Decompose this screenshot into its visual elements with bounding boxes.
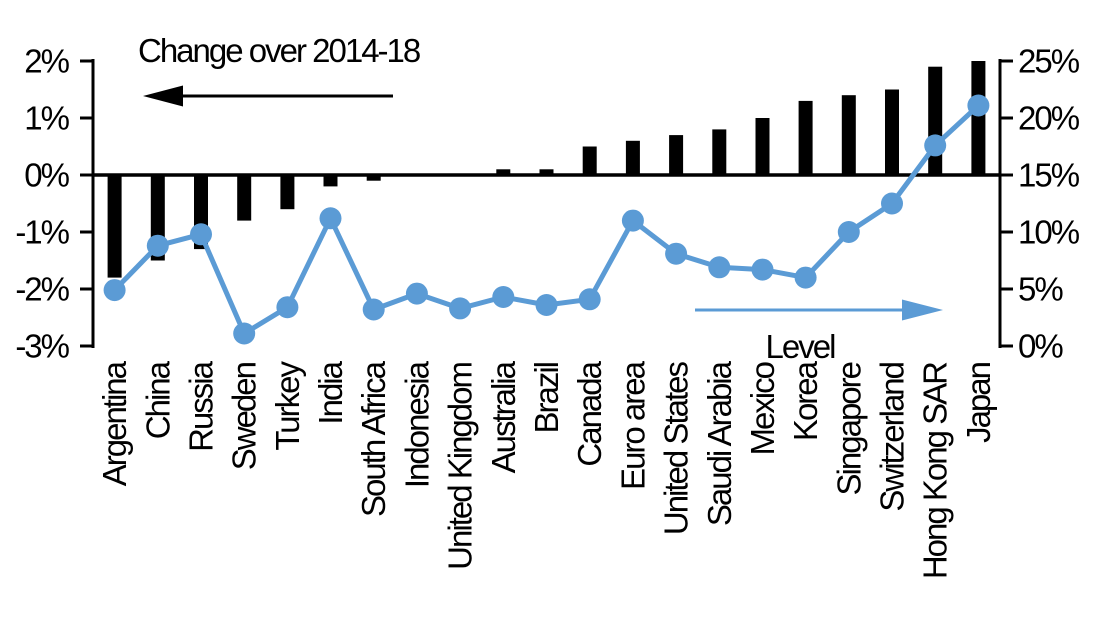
dot-united-kingdom <box>449 297 472 320</box>
category-label: Canada <box>571 360 608 466</box>
right-axis-tick-label: 20% <box>1018 100 1080 137</box>
category-label: United Kingdom <box>442 362 479 569</box>
left-axis-tick-label: 0% <box>24 157 69 194</box>
bar-korea <box>798 100 813 175</box>
dot-indonesia <box>405 282 428 305</box>
category-label: United States <box>658 362 695 536</box>
right-axis-tick-label: 15% <box>1018 157 1080 194</box>
right-arrow-head <box>902 299 943 321</box>
category-label: Euro area <box>614 360 651 490</box>
left-arrow-head <box>143 85 183 107</box>
left-axis-tick-label: -1% <box>15 214 69 251</box>
bar-argentina <box>107 175 122 278</box>
category-label: South Africa <box>355 360 392 517</box>
dot-sweden <box>233 322 256 345</box>
category-label: Japan <box>960 362 997 443</box>
bar-saudi-arabia <box>712 129 727 175</box>
line-series-label: Level <box>765 328 837 365</box>
dot-turkey <box>276 296 299 319</box>
category-label: Mexico <box>744 362 781 455</box>
dot-united-states <box>665 242 688 265</box>
category-label: China <box>139 360 176 439</box>
dot-euro-area <box>621 209 644 232</box>
bar-australia <box>496 169 511 175</box>
category-label: Saudi Arabia <box>701 360 738 526</box>
category-label: Korea <box>787 360 824 441</box>
dot-argentina <box>103 279 126 302</box>
category-label: Brazil <box>528 362 565 433</box>
right-axis-tick-label: 10% <box>1018 214 1080 251</box>
bar-euro-area <box>625 140 640 175</box>
dot-switzerland <box>881 192 903 215</box>
bar-canada <box>582 146 597 175</box>
right-axis-tick-label: 5% <box>1018 271 1063 308</box>
category-label: Switzerland <box>874 362 911 511</box>
dot-russia <box>190 223 212 246</box>
left-axis-tick-label: 2% <box>24 43 69 80</box>
dot-india <box>319 207 342 230</box>
bar-mexico <box>755 118 770 175</box>
right-axis-tick-label: 0% <box>1018 328 1063 365</box>
bar-south-africa <box>366 175 381 181</box>
category-label: Russia <box>183 360 220 452</box>
dot-brazil <box>535 294 558 316</box>
bar-brazil <box>539 169 554 175</box>
bar-united-states <box>669 135 684 175</box>
dot-saudi-arabia <box>708 256 731 279</box>
dot-korea <box>794 266 817 289</box>
bar-sweden <box>237 175 252 221</box>
dot-hong-kong-sar <box>924 134 947 157</box>
category-label: India <box>312 360 349 424</box>
bar-singapore <box>841 95 856 175</box>
category-label: Turkey <box>269 361 306 451</box>
dot-australia <box>492 286 515 308</box>
bar-series-label: Change over 2014-18 <box>138 32 421 69</box>
dot-china <box>146 234 169 257</box>
category-label: Hong Kong SAR <box>917 362 954 579</box>
category-label: Singapore <box>830 362 867 495</box>
bar-switzerland <box>885 89 899 175</box>
category-label: Indonesia <box>398 360 435 488</box>
category-label: Argentina <box>96 360 133 486</box>
dot-singapore <box>837 221 860 243</box>
left-axis-tick-label: -2% <box>15 271 69 308</box>
dot-canada <box>578 288 601 311</box>
bar-hong-kong-sar <box>928 66 943 175</box>
dot-mexico <box>751 258 774 281</box>
left-axis-tick-label: 1% <box>24 100 69 137</box>
bar-japan <box>971 61 986 175</box>
category-label: Australia <box>485 360 522 473</box>
category-label: Sweden <box>226 362 263 470</box>
dot-south-africa <box>362 298 385 321</box>
bar-india <box>323 175 338 187</box>
dot-japan <box>967 94 990 117</box>
bar-turkey <box>280 175 295 210</box>
left-axis-tick-label: -3% <box>15 328 69 365</box>
right-axis-tick-label: 25% <box>1018 43 1080 80</box>
